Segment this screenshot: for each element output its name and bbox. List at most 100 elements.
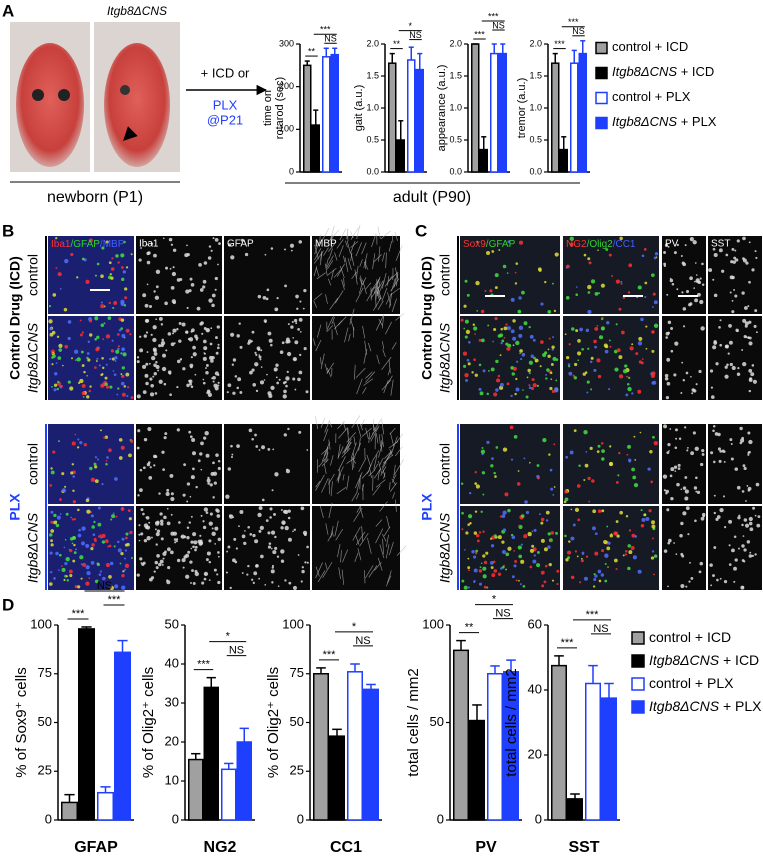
cell: [186, 331, 189, 334]
column-label-part: /GFAP: [486, 239, 516, 250]
fiber: [355, 531, 366, 546]
cell: [217, 537, 222, 542]
cell: [550, 540, 552, 542]
cell: [541, 584, 545, 588]
cell: [174, 541, 177, 544]
cell: [528, 386, 532, 390]
cell: [211, 377, 214, 380]
cell: [258, 529, 262, 533]
cell: [712, 247, 716, 251]
cell: [729, 438, 733, 442]
cell: [564, 490, 568, 494]
fiber: [351, 456, 357, 464]
row-label: Itgb8ΔCNS: [437, 322, 453, 393]
panel-label: D: [2, 595, 14, 614]
cell: [170, 550, 174, 555]
fiber: [380, 230, 391, 240]
cell: [139, 488, 143, 492]
fiber: [330, 225, 335, 240]
cell: [494, 475, 497, 478]
cell: [157, 369, 160, 372]
fiber: [337, 446, 344, 458]
cell: [117, 387, 120, 390]
cell: [601, 549, 605, 553]
micrograph: [136, 506, 222, 590]
column-label: MBP: [315, 239, 337, 250]
cell: [205, 511, 209, 514]
cell: [631, 343, 634, 346]
fiber: [386, 515, 390, 529]
cell: [148, 476, 153, 480]
cell: [188, 521, 191, 524]
cell: [55, 236, 58, 240]
bar: [322, 56, 331, 173]
cell: [490, 367, 495, 372]
cell: [105, 462, 108, 466]
cell: [748, 439, 753, 445]
cell: [523, 457, 526, 460]
cell: [208, 539, 212, 543]
cell: [742, 464, 746, 468]
cell: [53, 577, 56, 580]
cell: [189, 495, 192, 498]
significance-label: **: [393, 39, 401, 49]
cell: [291, 321, 294, 324]
cell: [476, 539, 480, 543]
cell: [153, 290, 156, 293]
cell: [615, 323, 618, 326]
cell: [232, 391, 236, 395]
cell: [140, 247, 142, 249]
cell: [643, 247, 647, 251]
cell: [583, 430, 588, 435]
cell: [276, 555, 280, 558]
fiber: [342, 549, 349, 563]
cell: [57, 356, 62, 360]
cell: [613, 349, 618, 354]
cell: [550, 531, 555, 535]
cell: [167, 547, 171, 552]
fiber: [373, 450, 380, 459]
cell: [543, 580, 547, 584]
cell: [65, 512, 69, 516]
cell: [71, 518, 74, 521]
cell: [645, 325, 648, 328]
cell: [102, 576, 106, 581]
cell: [120, 318, 125, 322]
cell: [525, 395, 529, 399]
cell: [139, 348, 144, 353]
fiber: [381, 418, 385, 435]
cell: [701, 262, 704, 266]
cell: [208, 560, 212, 564]
cell: [188, 430, 192, 434]
cell: [684, 244, 687, 247]
fiber: [356, 423, 362, 439]
cell: [460, 318, 464, 322]
cell: [64, 538, 67, 541]
cell: [460, 482, 464, 485]
cell: [183, 535, 187, 539]
cell: [255, 564, 259, 568]
cell: [728, 323, 732, 328]
fiber: [326, 325, 334, 333]
cell: [247, 564, 250, 568]
cell: [88, 238, 93, 243]
cell: [286, 351, 292, 357]
significance-label: **: [465, 622, 474, 634]
fiber: [374, 291, 377, 308]
cell: [515, 377, 518, 381]
cell: [87, 340, 91, 343]
cell: [292, 530, 294, 533]
cell: [609, 445, 612, 448]
cell: [474, 471, 477, 474]
fiber: [359, 533, 369, 547]
fiber: [333, 321, 338, 336]
cell: [108, 544, 112, 548]
cell: [536, 384, 540, 388]
cell: [124, 549, 128, 552]
cell: [160, 323, 164, 326]
cell: [55, 267, 58, 270]
fiber: [315, 474, 325, 491]
y-tick-label: 20: [165, 733, 179, 748]
cell: [50, 529, 55, 533]
cell: [254, 351, 257, 354]
